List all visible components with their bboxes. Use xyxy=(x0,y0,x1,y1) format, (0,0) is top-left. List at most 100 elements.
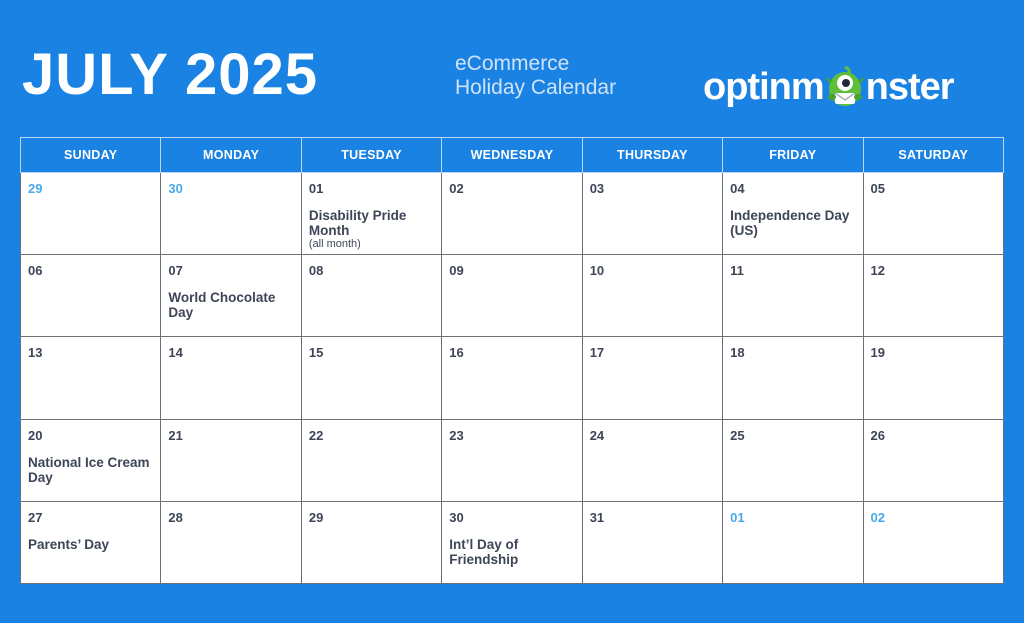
day-number: 26 xyxy=(870,427,885,443)
day-cell: 10 xyxy=(581,254,724,338)
day-cell: 11 xyxy=(722,254,864,338)
day-cell: 01 xyxy=(722,500,864,585)
weekday-header: WEDNESDAY xyxy=(441,137,583,173)
day-number: 06 xyxy=(28,263,43,279)
subtitle-line-1: eCommerce xyxy=(455,52,570,75)
holiday-event: World Chocolate Day xyxy=(168,290,276,321)
day-number: 13 xyxy=(28,345,43,361)
week-row: 06 07 World Chocolate Day 08 09 10 11 12 xyxy=(19,254,1005,338)
holiday-event: Int’l Day of Friendship xyxy=(449,536,519,567)
day-number: 12 xyxy=(870,263,885,279)
week-row: 20 National Ice Cream Day 21 22 23 24 25 26 xyxy=(19,418,1005,502)
day-cell: 23 xyxy=(441,418,583,502)
day-number: 14 xyxy=(168,345,183,361)
day-cell: 13 xyxy=(19,336,162,420)
week-row: 13 14 15 16 17 18 19 xyxy=(19,336,1005,420)
day-number: 01 xyxy=(308,181,324,196)
day-cell: 14 xyxy=(160,336,302,420)
day-number: 11 xyxy=(730,263,744,279)
weekday-header: SATURDAY xyxy=(862,137,1005,173)
day-cell: 07 World Chocolate Day xyxy=(160,254,302,338)
day-cell: 29 xyxy=(300,500,443,585)
holiday-event: Independence Day (US) xyxy=(730,208,850,238)
day-number: 30 xyxy=(449,509,464,525)
monster-mascot-icon xyxy=(824,65,865,106)
weekday-header: FRIDAY xyxy=(722,137,864,173)
day-cell: 30 Int’l Day of Friendship xyxy=(441,500,583,585)
calendar-subtitle: eCommerce Holiday Calendar xyxy=(455,52,616,100)
day-number: 30 xyxy=(168,181,183,196)
day-number: 04 xyxy=(730,181,745,196)
day-number: 03 xyxy=(589,181,605,196)
day-cell: 20 National Ice Cream Day xyxy=(19,418,162,502)
day-number: 21 xyxy=(168,427,183,443)
day-cell: 01 Disability Pride Month (all month) xyxy=(300,171,443,256)
day-number: 29 xyxy=(308,509,324,525)
logo-text-right: nster xyxy=(865,65,955,108)
day-cell: 05 xyxy=(862,171,1005,256)
day-number: 09 xyxy=(449,263,464,279)
day-cell: 12 xyxy=(862,254,1005,338)
day-cell: 18 xyxy=(722,336,864,420)
weekday-header: SUNDAY xyxy=(19,137,162,173)
day-cell: 25 xyxy=(722,418,864,502)
day-cell: 30 xyxy=(160,171,302,256)
day-number: 07 xyxy=(168,263,183,279)
day-cell: 22 xyxy=(300,418,443,502)
day-number: 02 xyxy=(870,509,885,525)
day-cell: 15 xyxy=(300,336,443,420)
day-cell: 02 xyxy=(862,500,1005,585)
holiday-event: National Ice Cream Day xyxy=(28,454,150,485)
day-cell: 16 xyxy=(441,336,583,420)
day-cell: 02 xyxy=(441,171,583,256)
day-number: 18 xyxy=(730,345,745,361)
day-number: 15 xyxy=(308,345,324,361)
day-cell: 03 xyxy=(581,171,724,256)
day-number: 27 xyxy=(28,509,43,525)
day-cell: 17 xyxy=(581,336,724,420)
day-cell: 08 xyxy=(300,254,443,338)
day-cell: 26 xyxy=(862,418,1005,502)
weekday-header: MONDAY xyxy=(160,137,302,173)
day-cell: 24 xyxy=(581,418,724,502)
day-cell: 06 xyxy=(19,254,162,338)
day-cell: 21 xyxy=(160,418,302,502)
day-number: 22 xyxy=(308,427,324,443)
weekday-header: TUESDAY xyxy=(300,137,443,173)
day-number: 16 xyxy=(449,345,464,361)
day-number: 02 xyxy=(449,181,464,196)
day-number: 17 xyxy=(589,345,605,361)
weekday-header: THURSDAY xyxy=(581,137,724,173)
day-number: 01 xyxy=(730,509,745,525)
day-number: 31 xyxy=(589,509,605,525)
day-cell: 19 xyxy=(862,336,1005,420)
day-number: 05 xyxy=(870,181,885,196)
holiday-event: Parents’ Day xyxy=(28,536,110,552)
optinmonster-logo: optinm nster xyxy=(703,62,955,112)
day-number: 08 xyxy=(308,263,324,279)
week-row: 29 30 01 Disability Pride Month (all month) 0… xyxy=(19,171,1005,256)
weekday-header-row: SUNDAY MONDAY TUESDAY WEDNESDAY THURSDAY… xyxy=(19,137,1005,173)
day-number: 19 xyxy=(870,345,885,361)
day-cell: 04 Independence Day (US) xyxy=(722,171,864,256)
day-number: 24 xyxy=(589,427,605,443)
day-number: 10 xyxy=(589,263,605,279)
month-calendar-grid: SUNDAY MONDAY TUESDAY WEDNESDAY THURSDAY… xyxy=(19,137,1005,585)
day-cell: 27 Parents’ Day xyxy=(19,500,162,585)
day-cell: 09 xyxy=(441,254,583,338)
day-cell: 28 xyxy=(160,500,302,585)
day-cell: 29 xyxy=(19,171,162,256)
day-number: 20 xyxy=(28,427,43,443)
day-cell: 31 xyxy=(581,500,724,585)
calendar-title: JULY 2025 xyxy=(22,42,319,107)
day-number: 25 xyxy=(730,427,745,443)
day-number: 29 xyxy=(28,181,43,196)
subtitle-line-2: Holiday Calendar xyxy=(455,76,617,99)
day-number: 23 xyxy=(449,427,464,443)
logo-text-left: optinm xyxy=(703,65,825,108)
holiday-event: Disability Pride Month xyxy=(308,208,407,238)
calendar-weeks: 29 30 01 Disability Pride Month (all month) 0… xyxy=(19,171,1005,585)
week-row: 27 Parents’ Day 28 29 30 Int’l Day of Friends… xyxy=(19,500,1005,585)
day-number: 28 xyxy=(168,509,183,525)
holiday-note: (all month) xyxy=(308,238,361,250)
